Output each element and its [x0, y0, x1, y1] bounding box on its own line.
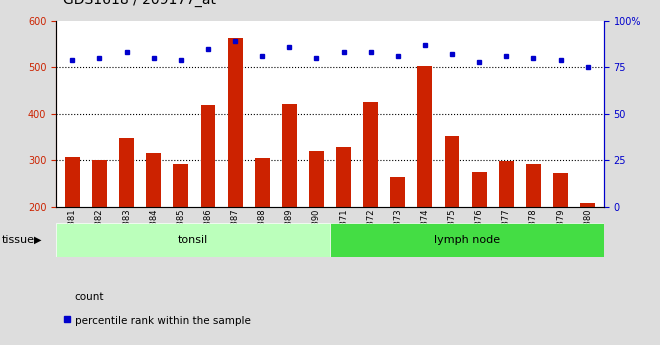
- Bar: [363, 102, 378, 207]
- Bar: [580, 203, 595, 207]
- Text: count: count: [75, 292, 104, 302]
- Bar: [499, 161, 513, 207]
- Bar: [445, 136, 459, 207]
- Bar: [330, 223, 604, 257]
- Bar: [56, 223, 330, 257]
- Bar: [390, 177, 405, 207]
- Text: GDS1618 / 209177_at: GDS1618 / 209177_at: [63, 0, 216, 7]
- Bar: [92, 160, 107, 207]
- Text: tissue: tissue: [1, 235, 34, 245]
- Bar: [65, 157, 80, 207]
- Bar: [472, 172, 486, 207]
- Text: ▶: ▶: [34, 235, 42, 245]
- Bar: [282, 104, 297, 207]
- Bar: [553, 174, 568, 207]
- Text: percentile rank within the sample: percentile rank within the sample: [75, 316, 250, 326]
- Bar: [526, 164, 541, 207]
- Bar: [174, 164, 188, 207]
- Bar: [119, 138, 134, 207]
- Bar: [201, 106, 215, 207]
- Bar: [228, 38, 242, 207]
- Bar: [255, 158, 270, 207]
- Text: lymph node: lymph node: [434, 235, 500, 245]
- Bar: [309, 151, 324, 207]
- Bar: [147, 154, 161, 207]
- Bar: [418, 66, 432, 207]
- Bar: [336, 147, 351, 207]
- Text: tonsil: tonsil: [178, 235, 208, 245]
